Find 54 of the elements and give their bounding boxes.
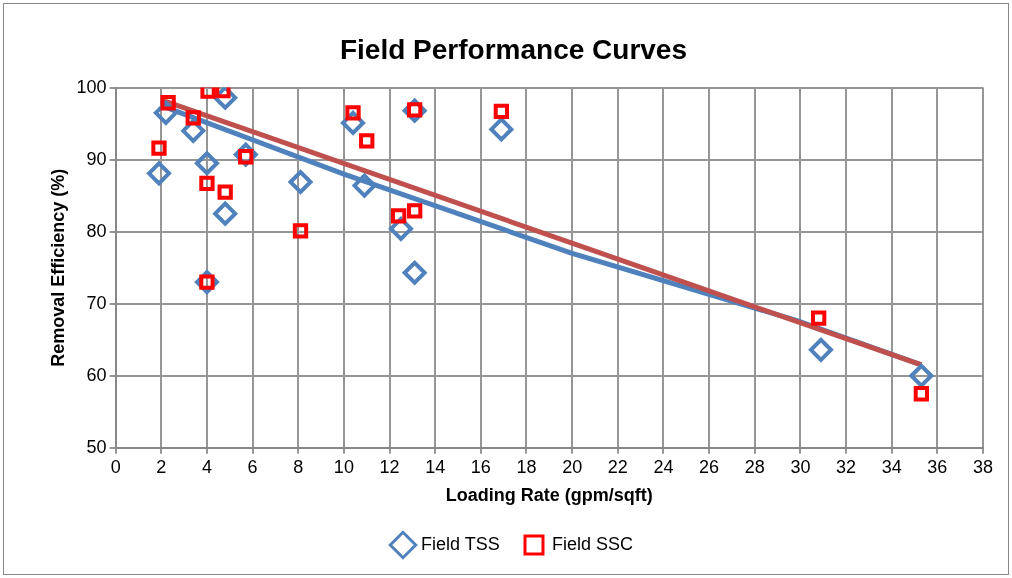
point <box>151 140 167 156</box>
y-tick-label: 50 <box>86 436 107 457</box>
chart-title: Field Performance Curves <box>339 33 688 65</box>
point <box>406 203 423 219</box>
point <box>185 110 201 126</box>
x-axis-title: Loading Rate (gpm/sqft) <box>445 485 653 506</box>
x-tick-label: 38 <box>972 456 994 477</box>
x-tick-label: 20 <box>562 456 583 477</box>
point <box>292 223 309 239</box>
x-tick-label: 6 <box>247 456 258 477</box>
x-tick-label: 2 <box>156 456 167 477</box>
point <box>909 363 934 388</box>
x-tick-label: 10 <box>333 456 354 477</box>
x-tick-label: 18 <box>516 456 537 477</box>
point <box>160 95 176 111</box>
y-tick-label: 80 <box>86 220 107 241</box>
x-tick-label: 4 <box>201 456 212 477</box>
y-axis-title: Removal Efficiency (%) <box>47 168 68 367</box>
point <box>808 337 833 362</box>
point <box>402 260 427 285</box>
x-tick-label: 28 <box>744 456 765 477</box>
point <box>391 208 407 224</box>
x-tick-label: 36 <box>927 456 948 477</box>
x-tick-label: 22 <box>607 456 628 477</box>
y-tick-label: 90 <box>86 148 107 169</box>
point <box>359 133 375 149</box>
point <box>345 105 361 121</box>
point <box>200 87 216 99</box>
y-tick-label: 60 <box>86 364 107 385</box>
x-tick-label: 26 <box>699 456 720 477</box>
point <box>213 201 238 226</box>
x-tick-label: 32 <box>836 456 857 477</box>
point <box>217 184 233 200</box>
point <box>199 175 215 192</box>
point <box>147 161 171 186</box>
x-tick-label: 24 <box>653 456 674 477</box>
point <box>194 151 219 176</box>
legend-label: Field SSC <box>552 533 634 554</box>
x-tick-label: 8 <box>293 456 304 477</box>
x-tick-label: 30 <box>790 456 811 477</box>
point <box>288 169 313 194</box>
legend-label: Field TSS <box>420 533 500 554</box>
point <box>489 117 514 142</box>
x-tick-label: 16 <box>470 456 491 477</box>
point <box>352 173 377 198</box>
x-tick-label: 14 <box>425 456 446 477</box>
x-tick-label: 0 <box>110 456 121 477</box>
y-tick-label: 70 <box>86 292 107 313</box>
point <box>913 386 930 402</box>
point <box>493 103 510 120</box>
x-tick-label: 12 <box>379 456 400 477</box>
point <box>811 310 827 326</box>
y-tick-label: 100 <box>76 76 107 97</box>
x-tick-label: 34 <box>881 456 902 477</box>
